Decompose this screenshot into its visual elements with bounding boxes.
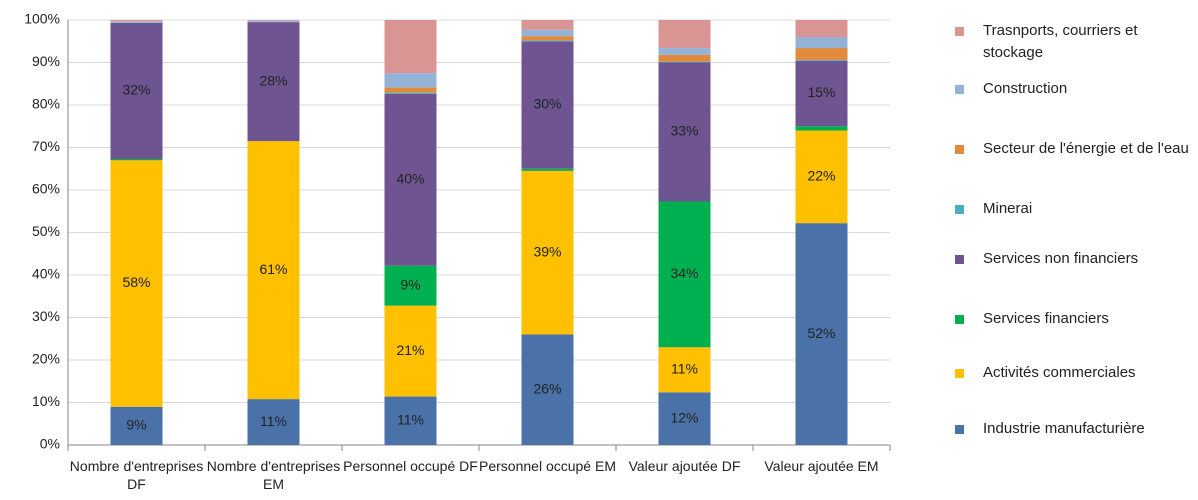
legend-swatch xyxy=(955,205,964,214)
x-tick-label: Nombre d'entreprises EM xyxy=(206,458,341,492)
data-label: 9% xyxy=(400,276,420,292)
data-label: 21% xyxy=(396,342,424,358)
bar-segment xyxy=(658,347,711,393)
legend-swatch xyxy=(955,85,964,94)
bar-segment xyxy=(521,36,574,41)
bar-segment xyxy=(795,20,848,37)
bar-segment xyxy=(247,20,300,21)
data-label: 12% xyxy=(670,409,698,425)
bar-segment xyxy=(384,305,437,397)
bar-segment xyxy=(658,62,711,202)
bar-segment xyxy=(110,160,163,407)
bar-segment xyxy=(795,37,848,49)
bar-segment xyxy=(795,126,848,131)
legend-label: Secteur de l'énergie et de l'eau xyxy=(983,140,1189,157)
y-tick-label: 60% xyxy=(32,181,60,197)
y-tick-label: 50% xyxy=(32,223,60,239)
data-label: 22% xyxy=(807,168,835,184)
legend-label: Trasnports, courriers et stockage xyxy=(983,22,1138,61)
bar-segment xyxy=(521,40,574,42)
bar-segment xyxy=(384,396,437,445)
y-tick-label: 0% xyxy=(40,436,60,452)
legend-swatch xyxy=(955,255,964,264)
data-label: 11% xyxy=(260,413,287,429)
bar-segment xyxy=(658,48,711,55)
bar-segment xyxy=(384,265,437,306)
y-tick-label: 20% xyxy=(32,351,60,367)
data-label: 40% xyxy=(396,171,424,187)
data-label: 52% xyxy=(807,325,835,341)
legend-label: Activités commerciales xyxy=(983,364,1136,381)
bar-segment xyxy=(658,20,711,49)
y-tick-label: 30% xyxy=(32,308,60,324)
y-tick-label: 80% xyxy=(32,96,60,112)
legend-label: Minerai xyxy=(983,200,1033,217)
data-label: 11% xyxy=(671,360,698,376)
bar-segment xyxy=(247,399,300,445)
data-label: 26% xyxy=(533,380,561,396)
legend-swatch xyxy=(955,425,964,434)
data-label: 28% xyxy=(259,72,287,88)
data-label: 61% xyxy=(259,261,287,277)
legend-label: Construction xyxy=(983,80,1068,97)
legend-label: Services financiers xyxy=(983,310,1109,327)
x-tick-label: Personnel occupé EM xyxy=(479,458,616,474)
bar-segment xyxy=(384,92,437,94)
bar-segment xyxy=(658,61,711,63)
y-tick-label: 40% xyxy=(32,266,60,282)
bar-segment xyxy=(384,73,437,88)
data-label: 58% xyxy=(122,274,150,290)
bar-segment xyxy=(247,20,300,23)
bar-segment xyxy=(795,223,848,445)
bar-segment xyxy=(110,406,163,445)
legend-swatch xyxy=(955,27,964,36)
bar-segment xyxy=(384,93,437,266)
bar-segment xyxy=(521,29,574,37)
x-tick-label: Nombre d'entreprises DF xyxy=(69,458,204,492)
bar-segment xyxy=(521,41,574,169)
y-tick-label: 70% xyxy=(32,138,60,154)
bar-segment xyxy=(521,168,574,171)
data-label: 32% xyxy=(122,82,150,98)
bar-segment xyxy=(247,141,300,400)
bar-segment xyxy=(658,201,711,348)
x-tick-label: Personnel occupé DF xyxy=(343,458,478,474)
y-tick-label: 90% xyxy=(32,53,60,69)
bar-segment xyxy=(110,22,163,159)
legend-label: Industrie manufacturière xyxy=(983,420,1145,437)
x-tick-label: Valeur ajoutée DF xyxy=(628,458,741,474)
data-label: 11% xyxy=(397,411,424,427)
data-label: 34% xyxy=(670,265,698,281)
bar-segment xyxy=(658,392,711,445)
data-label: 39% xyxy=(533,243,561,259)
bar-segment xyxy=(795,48,848,60)
data-label: 30% xyxy=(533,96,561,112)
legend-swatch xyxy=(955,369,964,378)
bar-segment xyxy=(521,20,574,30)
data-label: 9% xyxy=(126,417,146,433)
legend-swatch xyxy=(955,315,964,324)
bar-segment xyxy=(795,130,848,224)
bar-segment xyxy=(247,22,300,142)
bar-segment xyxy=(110,21,163,23)
data-label: 15% xyxy=(807,84,835,100)
data-label: 33% xyxy=(670,123,698,139)
x-tick-label: Valeur ajoutée EM xyxy=(764,458,879,474)
bar-segment xyxy=(795,59,848,61)
bar-segment xyxy=(658,54,711,62)
bar-segment xyxy=(110,20,163,22)
bar-segment xyxy=(384,87,437,93)
bar-segment xyxy=(110,158,163,161)
y-tick-label: 100% xyxy=(24,11,60,27)
bar-segment xyxy=(795,60,848,127)
bar-segment xyxy=(521,334,574,445)
y-tick-label: 10% xyxy=(32,393,60,409)
bar-segment xyxy=(521,170,574,335)
legend-label: Services non financiers xyxy=(983,250,1139,267)
bar-segment xyxy=(384,20,437,74)
legend-swatch xyxy=(955,145,964,154)
